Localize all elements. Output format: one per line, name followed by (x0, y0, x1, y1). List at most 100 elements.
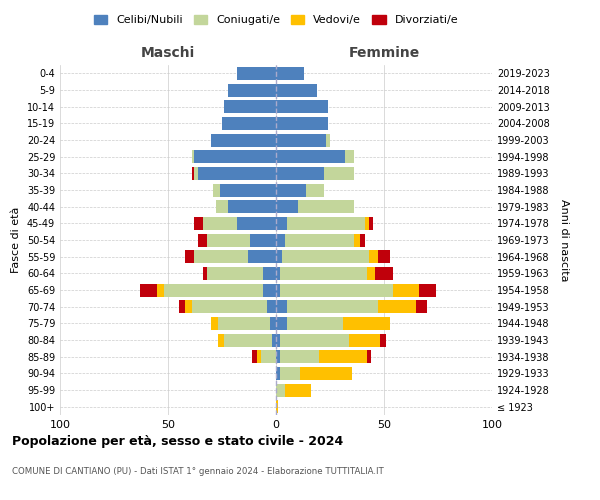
Bar (185, 300, 192, 313)
Bar (276, 367, 280, 380)
Bar (211, 134, 276, 146)
Bar (276, 317, 287, 330)
Bar (194, 217, 203, 230)
Bar (252, 350, 257, 363)
Bar (419, 284, 436, 296)
Bar (377, 300, 416, 313)
Bar (257, 350, 261, 363)
Bar (263, 284, 276, 296)
Bar (349, 334, 380, 346)
Bar (220, 184, 276, 196)
Bar (284, 234, 354, 246)
Bar (276, 200, 298, 213)
Bar (280, 350, 319, 363)
Bar (280, 367, 300, 380)
Bar (280, 334, 349, 346)
Bar (269, 317, 276, 330)
Bar (298, 200, 354, 213)
Bar (360, 234, 365, 246)
Bar (203, 267, 207, 280)
Bar (185, 250, 194, 263)
Bar (198, 167, 276, 180)
Bar (300, 367, 352, 380)
Bar (237, 217, 276, 230)
Bar (276, 184, 306, 196)
Bar (237, 67, 276, 80)
Bar (365, 217, 369, 230)
Bar (276, 84, 317, 96)
Bar (218, 317, 269, 330)
Bar (164, 284, 263, 296)
Bar (248, 250, 276, 263)
Bar (276, 134, 326, 146)
Bar (140, 284, 157, 296)
Bar (261, 350, 276, 363)
Bar (211, 317, 218, 330)
Bar (369, 250, 377, 263)
Text: Femmine: Femmine (349, 46, 419, 60)
Bar (215, 200, 229, 213)
Bar (218, 334, 224, 346)
Bar (276, 150, 345, 163)
Bar (198, 234, 207, 246)
Text: Popolazione per età, sesso e stato civile - 2024: Popolazione per età, sesso e stato civil… (12, 435, 343, 448)
Bar (319, 350, 367, 363)
Bar (276, 267, 280, 280)
Bar (416, 300, 427, 313)
Bar (276, 284, 280, 296)
Bar (222, 117, 276, 130)
Bar (326, 134, 330, 146)
Bar (276, 67, 304, 80)
Bar (207, 234, 250, 246)
Bar (367, 350, 371, 363)
Bar (276, 100, 328, 113)
Bar (306, 184, 323, 196)
Bar (376, 267, 392, 280)
Bar (276, 300, 287, 313)
Y-axis label: Anni di nascita: Anni di nascita (559, 198, 569, 281)
Bar (369, 217, 373, 230)
Bar (280, 267, 367, 280)
Bar (287, 217, 365, 230)
Bar (194, 167, 198, 180)
Bar (276, 250, 283, 263)
Bar (272, 334, 276, 346)
Text: COMUNE DI CANTIANO (PU) - Dati ISTAT 1° gennaio 2024 - Elaborazione TUTTITALIA.I: COMUNE DI CANTIANO (PU) - Dati ISTAT 1° … (12, 468, 384, 476)
Bar (276, 117, 328, 130)
Bar (229, 200, 276, 213)
Bar (179, 300, 185, 313)
Bar (343, 317, 391, 330)
Bar (192, 150, 194, 163)
Bar (276, 400, 278, 413)
Bar (284, 384, 311, 396)
Bar (214, 184, 220, 196)
Bar (224, 100, 276, 113)
Bar (323, 167, 354, 180)
Bar (207, 267, 263, 280)
Bar (377, 250, 391, 263)
Bar (287, 317, 343, 330)
Bar (194, 250, 248, 263)
Bar (283, 250, 369, 263)
Bar (192, 300, 268, 313)
Bar (224, 334, 272, 346)
Bar (276, 234, 284, 246)
Bar (194, 150, 276, 163)
Bar (345, 150, 354, 163)
Y-axis label: Fasce di età: Fasce di età (11, 207, 21, 273)
Bar (276, 167, 323, 180)
Legend: Celibi/Nubili, Coniugati/e, Vedovi/e, Divorziati/e: Celibi/Nubili, Coniugati/e, Vedovi/e, Di… (89, 10, 463, 30)
Bar (392, 284, 419, 296)
Bar (276, 334, 280, 346)
Bar (203, 217, 237, 230)
Bar (250, 234, 276, 246)
Bar (280, 284, 392, 296)
Bar (229, 84, 276, 96)
Bar (287, 300, 377, 313)
Bar (276, 217, 287, 230)
Bar (380, 334, 386, 346)
Bar (367, 267, 376, 280)
Bar (276, 384, 284, 396)
Bar (192, 167, 194, 180)
Text: Maschi: Maschi (141, 46, 195, 60)
